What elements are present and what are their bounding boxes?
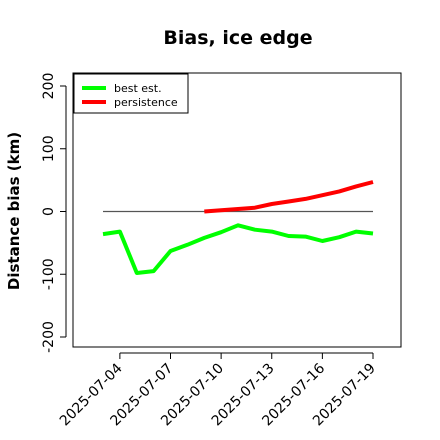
series-line-best-est [102, 223, 374, 275]
y-tick-label: 100 [41, 135, 57, 162]
y-tick-label: -100 [41, 258, 57, 290]
legend-label: persistence [114, 96, 178, 109]
axes: -200-10001002002025-07-042025-07-072025-… [41, 73, 379, 430]
y-axis-label: Distance bias (km) [5, 132, 23, 290]
plot-frame [72, 72, 402, 348]
y-tick-label: 0 [41, 207, 57, 216]
series-line-persistence [204, 180, 374, 214]
legend-box [73, 73, 189, 114]
y-tick-label: 200 [41, 73, 57, 100]
y-tick-label: -200 [41, 321, 57, 353]
legend-label: best est. [114, 82, 162, 95]
legend: best est.persistence [73, 73, 189, 114]
series-lines [102, 180, 374, 275]
chart-title: Bias, ice edge [163, 27, 312, 49]
